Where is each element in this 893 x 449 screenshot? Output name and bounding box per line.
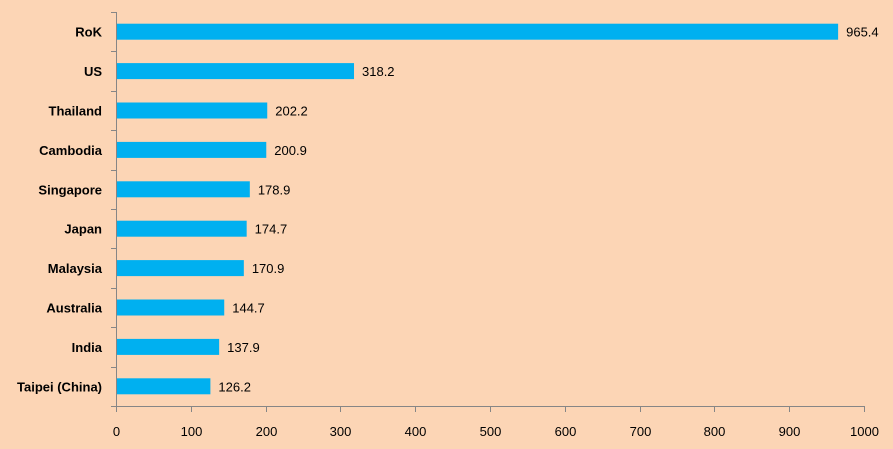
data-label: 144.7	[232, 301, 265, 316]
category-label: Singapore	[38, 182, 102, 197]
data-label: 137.9	[227, 340, 260, 355]
category-label: Malaysia	[48, 261, 103, 276]
category-label: Taipei (China)	[17, 379, 102, 394]
x-tick-label: 800	[704, 424, 726, 439]
x-tick-label: 400	[405, 424, 427, 439]
category-label: RoK	[75, 25, 102, 40]
bar	[117, 299, 225, 316]
category-label: US	[84, 64, 102, 79]
bar	[117, 260, 244, 277]
category-label: Thailand	[49, 104, 103, 119]
bar	[117, 181, 250, 198]
x-tick-label: 500	[480, 424, 502, 439]
bar	[117, 338, 220, 355]
category-label: India	[72, 340, 103, 355]
chart-bars	[117, 23, 839, 395]
x-tick-label: 1000	[850, 424, 879, 439]
x-tick-label: 200	[256, 424, 278, 439]
bar	[117, 220, 247, 237]
bar	[117, 141, 267, 158]
data-label: 202.2	[275, 104, 308, 119]
chart-labels: 0 100 200 300 400 500 600 700 800 900 1000 RoK 965.4…	[17, 25, 879, 439]
data-label: 965.4	[846, 25, 879, 40]
x-tick-label: 900	[779, 424, 801, 439]
bar	[117, 102, 268, 119]
data-label: 318.2	[362, 64, 395, 79]
data-label: 174.7	[255, 222, 288, 237]
data-label: 178.9	[258, 182, 291, 197]
x-tick-label: 100	[181, 424, 203, 439]
category-label: Japan	[64, 222, 102, 237]
bar	[117, 378, 211, 395]
category-label: Australia	[46, 301, 102, 316]
chart-axes	[111, 12, 865, 412]
data-label: 126.2	[218, 379, 251, 394]
bar	[117, 23, 839, 40]
x-tick-label: 600	[555, 424, 577, 439]
x-tick-label: 300	[330, 424, 352, 439]
x-tick-label: 0	[113, 424, 120, 439]
data-label: 200.9	[274, 143, 307, 158]
category-label: Cambodia	[39, 143, 103, 158]
x-tick-label: 700	[630, 424, 652, 439]
bar	[117, 63, 355, 80]
data-label: 170.9	[252, 261, 285, 276]
